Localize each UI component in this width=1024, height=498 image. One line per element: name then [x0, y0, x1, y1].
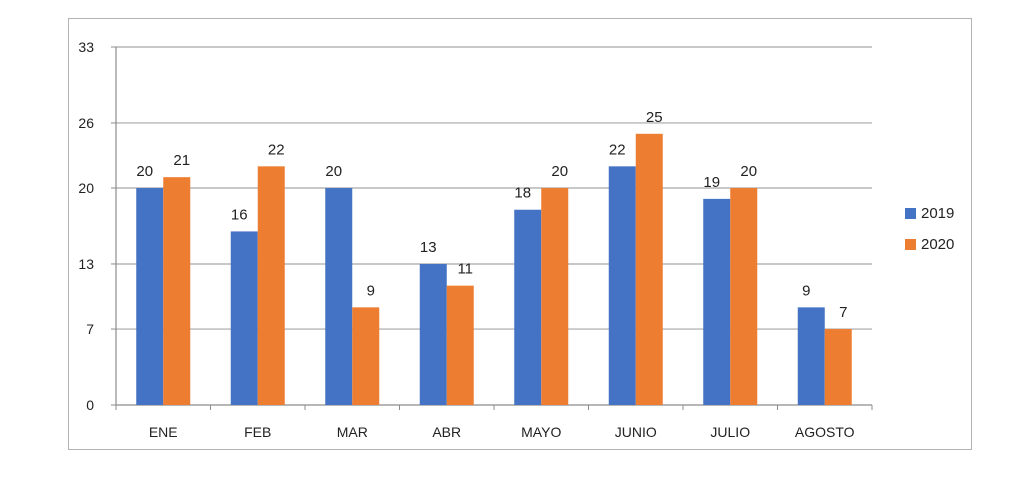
- legend-label-2019: 2019: [921, 205, 954, 222]
- bar-2020: [635, 133, 663, 405]
- data-label: 19: [703, 174, 720, 191]
- bar-2019: [419, 263, 447, 405]
- bar-2020: [446, 285, 474, 405]
- bar-2019: [514, 209, 542, 405]
- bar-2019: [325, 188, 353, 405]
- legend-swatch-2020: [905, 239, 916, 250]
- data-label: 22: [609, 141, 626, 158]
- x-tick-label: MAR: [337, 424, 368, 440]
- x-tick-label: ENE: [149, 424, 178, 440]
- data-label: 20: [551, 163, 568, 180]
- x-tick-label: MAYO: [521, 424, 561, 440]
- data-label: 21: [173, 152, 190, 169]
- bar-2020: [824, 329, 852, 405]
- data-label: 16: [231, 206, 248, 223]
- x-axis-ticks: ENE FEB MAR ABR MAYO JUNIO JULIO AGOSTO: [149, 424, 855, 440]
- y-tick-label: 13: [78, 256, 94, 272]
- data-label: 25: [646, 109, 663, 126]
- x-tick-label: AGOSTO: [795, 424, 855, 440]
- x-tick-label: JUNIO: [615, 424, 657, 440]
- data-label: 9: [802, 282, 810, 299]
- data-label: 18: [514, 185, 531, 202]
- bar-2019: [703, 198, 731, 405]
- data-label: 20: [325, 163, 342, 180]
- bar-2019: [136, 188, 164, 405]
- y-tick-label: 20: [78, 180, 94, 196]
- legend-label-2020: 2020: [921, 236, 954, 253]
- x-tick-label: FEB: [244, 424, 271, 440]
- bar-2020: [352, 307, 380, 405]
- bar-2020: [257, 166, 285, 405]
- data-label: 20: [136, 163, 153, 180]
- bar-2019: [797, 307, 825, 405]
- data-label: 22: [268, 141, 285, 158]
- x-tick-label: ABR: [432, 424, 461, 440]
- gridlines: [111, 46, 873, 410]
- data-labels: 20 21 16 22 20 9 13 11 18 20 22 25 19 20 9 7: [136, 109, 847, 321]
- data-label: 7: [839, 304, 847, 321]
- legend: 2019 2020: [905, 205, 954, 253]
- y-tick-label: 26: [78, 115, 94, 131]
- bar-2019: [230, 231, 258, 405]
- y-tick-label: 7: [86, 321, 94, 337]
- data-label: 9: [367, 282, 375, 299]
- legend-swatch-2019: [905, 208, 916, 219]
- y-tick-label: 33: [78, 39, 94, 55]
- x-tick-label: JULIO: [710, 424, 750, 440]
- y-axis-ticks: 0 7 13 20 26 33: [78, 39, 94, 413]
- bar-2020: [163, 177, 191, 405]
- bar-2020: [541, 188, 569, 405]
- y-tick-label: 0: [86, 397, 94, 413]
- data-label: 11: [457, 261, 473, 278]
- bar-2020: [730, 188, 758, 405]
- data-label: 20: [740, 163, 757, 180]
- bars: [136, 133, 852, 405]
- bar-2019: [608, 166, 636, 405]
- data-label: 13: [420, 239, 437, 256]
